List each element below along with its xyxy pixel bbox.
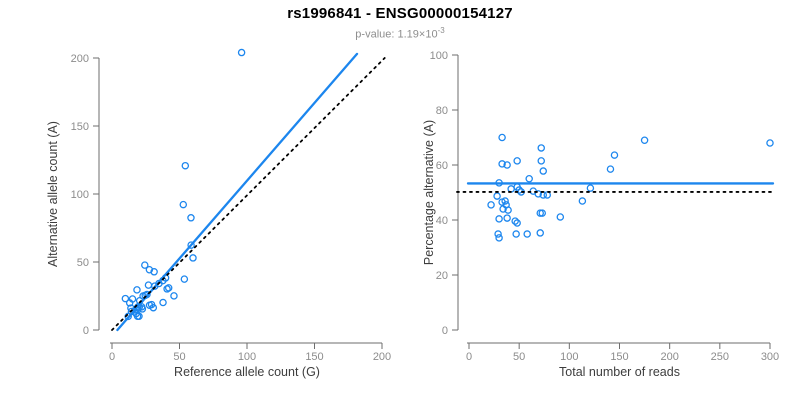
x-axis-tick-label: 50 bbox=[173, 351, 185, 363]
y-axis-tick-label: 100 bbox=[430, 50, 448, 62]
data-point bbox=[512, 230, 520, 238]
data-point bbox=[503, 161, 511, 169]
data-point bbox=[128, 295, 137, 303]
data-point bbox=[511, 217, 519, 225]
data-point bbox=[538, 209, 546, 217]
data-point bbox=[536, 229, 544, 237]
x-axis-tick-label: 100 bbox=[560, 351, 578, 363]
data-point bbox=[498, 160, 506, 168]
data-point bbox=[189, 254, 197, 262]
x-axis-tick-label: 0 bbox=[109, 351, 115, 363]
y-axis-tick-label: 20 bbox=[436, 270, 448, 282]
x-axis-tick-label: 250 bbox=[711, 351, 729, 363]
data-point bbox=[144, 281, 153, 289]
pvalue-subtitle: p-value: 1.19×10-3 bbox=[0, 24, 800, 42]
data-point bbox=[181, 161, 190, 170]
x-axis-title: Total number of reads bbox=[559, 365, 680, 379]
data-point bbox=[523, 230, 531, 238]
data-point bbox=[170, 292, 178, 300]
y-axis-tick-label: 60 bbox=[436, 160, 448, 172]
x-axis-tick-label: 300 bbox=[761, 351, 779, 363]
allele-count-plot: 0 50 100 150 200 0 50 100 150 200 Reference allele… bbox=[46, 48, 391, 379]
chart-title: rs1996841 - ENSG00000154127 bbox=[287, 5, 513, 22]
x-axis-tick-label: 100 bbox=[238, 351, 256, 363]
data-point bbox=[495, 234, 503, 242]
data-point bbox=[487, 201, 495, 209]
y-axis-tick-label: 80 bbox=[436, 105, 448, 117]
data-point bbox=[640, 136, 649, 144]
x-axis-tick-label: 0 bbox=[466, 351, 472, 363]
data-point bbox=[766, 139, 774, 147]
data-point bbox=[503, 214, 511, 222]
data-point bbox=[525, 174, 533, 183]
x-axis-tick-label: 50 bbox=[513, 351, 525, 363]
x-axis-tick-label: 200 bbox=[373, 351, 391, 363]
data-point bbox=[187, 214, 195, 222]
data-point bbox=[501, 197, 509, 205]
data-point bbox=[138, 305, 147, 313]
data-point bbox=[537, 144, 545, 152]
chart-header: rs1996841 - ENSG00000154127 p-value: 1.1… bbox=[0, 5, 800, 42]
data-point bbox=[610, 151, 619, 159]
data-point bbox=[141, 261, 149, 269]
y-axis-title: Alternative allele count (A) bbox=[46, 121, 60, 267]
pvalue-exponent: -3 bbox=[437, 26, 445, 35]
data-point bbox=[498, 133, 506, 142]
data-point bbox=[586, 184, 595, 192]
y-axis-tick-label: 200 bbox=[71, 53, 89, 65]
data-point bbox=[163, 285, 171, 293]
data-point bbox=[513, 157, 521, 165]
y-axis-tick-label: 50 bbox=[77, 257, 89, 269]
data-point bbox=[121, 294, 130, 303]
data-point bbox=[495, 215, 503, 223]
data-point bbox=[534, 190, 542, 198]
data-point bbox=[179, 200, 188, 209]
y-axis-tick-label: 0 bbox=[83, 325, 89, 337]
x-axis-title: Reference allele count (G) bbox=[174, 365, 320, 379]
data-point bbox=[499, 205, 507, 213]
identity-line bbox=[111, 57, 386, 331]
data-point bbox=[515, 186, 523, 194]
pvalue-text: p-value: 1.19×10 bbox=[355, 28, 438, 41]
y-axis-tick-label: 40 bbox=[436, 215, 448, 227]
data-point bbox=[556, 213, 565, 221]
data-point bbox=[504, 206, 512, 214]
x-axis-tick-label: 150 bbox=[610, 351, 628, 363]
y-axis-tick-label: 100 bbox=[71, 189, 89, 201]
data-point bbox=[133, 286, 141, 294]
data-point bbox=[537, 157, 545, 165]
data-point bbox=[513, 219, 521, 227]
data-point bbox=[578, 197, 587, 205]
percentage-plot: 0 20 40 60 80 100 0 50 100 150 200 250 300 Total numb… bbox=[422, 50, 779, 379]
data-point bbox=[145, 266, 154, 274]
data-point bbox=[164, 284, 173, 292]
data-point bbox=[135, 312, 143, 321]
data-point bbox=[539, 167, 547, 175]
data-point bbox=[180, 275, 189, 283]
data-point bbox=[494, 230, 502, 238]
data-point bbox=[187, 241, 195, 249]
x-axis-tick-label: 200 bbox=[660, 351, 678, 363]
data-point bbox=[159, 298, 167, 307]
data-point bbox=[149, 303, 158, 312]
y-axis-tick-label: 150 bbox=[71, 121, 89, 133]
y-axis-tick-label: 0 bbox=[442, 325, 448, 337]
x-axis-tick-label: 150 bbox=[305, 351, 323, 363]
data-point bbox=[606, 165, 615, 173]
y-axis-title: Percentage alternative (A) bbox=[422, 120, 436, 265]
data-point bbox=[237, 48, 246, 57]
data-point bbox=[493, 192, 501, 200]
